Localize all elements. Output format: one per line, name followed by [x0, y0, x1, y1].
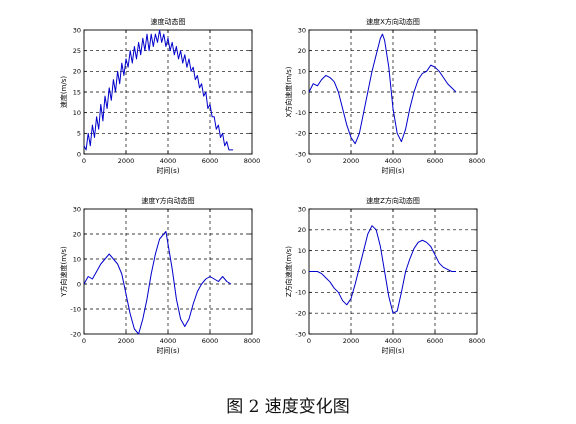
tick-label-y: -10	[295, 109, 306, 117]
tick-label-y: 30	[298, 205, 306, 213]
series-line	[83, 231, 232, 335]
chart-speed-z: 0 2000 4000 6000 8000 -30 -20 -10 0 10 20 30 速度Z方向动态…	[284, 196, 485, 355]
chart-speed-y: 0 2000 4000 6000 8000 -20 -10 0 10 20 30 速度Y方向动态图时间…	[59, 196, 260, 355]
tick-label-y: -30	[295, 150, 306, 158]
tick-label-x: 4000	[160, 337, 177, 345]
tick-label-x: 4000	[385, 337, 402, 345]
tick-label-y: 20	[298, 226, 306, 234]
tick-label-y: 10	[298, 68, 306, 76]
tick-label-y: -20	[295, 130, 306, 138]
tick-label-y: 5	[77, 130, 81, 138]
x-axis-label: 时间(s)	[156, 346, 179, 355]
tick-label-y: 20	[73, 68, 81, 76]
y-axis-label: Z方向速度(m/s)	[284, 246, 293, 297]
tick-label-x: 8000	[469, 157, 486, 165]
tick-label-x: 4000	[160, 157, 177, 165]
tick-label-y: 10	[73, 255, 81, 263]
tick-label-y: 0	[302, 88, 306, 96]
tick-label-y: 10	[73, 109, 81, 117]
tick-label-y: 30	[73, 26, 81, 34]
tick-label-y: 10	[298, 247, 306, 255]
x-axis-label: 时间(s)	[381, 346, 404, 355]
chart-title: 速度Z方向动态图	[366, 196, 420, 205]
tick-label-y: 20	[73, 230, 81, 238]
tick-label-y: -20	[70, 330, 81, 338]
tick-label-x: 0	[307, 337, 311, 345]
y-axis-label: 速度(m/s)	[59, 76, 68, 109]
tick-label-y: 0	[77, 280, 81, 288]
y-axis-label: Y方向速度(m/s)	[59, 246, 68, 298]
tick-label-y: 15	[73, 88, 81, 96]
tick-label-y: 30	[73, 205, 81, 213]
tick-label-y: -20	[295, 309, 306, 317]
tick-label-y: 25	[73, 47, 81, 55]
y-axis-label: X方向速度(m/s)	[284, 66, 293, 117]
tick-label-x: 2000	[343, 337, 360, 345]
figure-caption: 图 2 速度变化图	[226, 397, 350, 417]
chart-speed-x: 0 2000 4000 6000 8000 -30 -20 -10 0 10 20 30 速度X方向动态…	[284, 17, 485, 175]
tick-label-y: 0	[302, 268, 306, 276]
tick-label-y: -10	[295, 289, 306, 297]
tick-label-x: 8000	[244, 157, 261, 165]
tick-label-y: 30	[298, 26, 306, 34]
tick-label-x: 0	[82, 337, 86, 345]
tick-label-x: 4000	[385, 157, 402, 165]
tick-label-y: -10	[70, 305, 81, 313]
tick-label-y: -30	[295, 330, 306, 338]
tick-label-x: 2000	[343, 157, 360, 165]
tick-label-y: 0	[77, 150, 81, 158]
tick-label-x: 6000	[427, 337, 444, 345]
tick-label-x: 2000	[118, 337, 135, 345]
tick-label-x: 6000	[202, 337, 219, 345]
tick-label-x: 0	[82, 157, 86, 165]
series-line	[83, 29, 234, 151]
tick-label-x: 8000	[469, 337, 486, 345]
x-axis-label: 时间(s)	[381, 166, 404, 175]
tick-label-x: 0	[307, 157, 311, 165]
tick-label-y: 20	[298, 47, 306, 55]
chart-title: 速度Y方向动态图	[141, 196, 194, 205]
tick-label-x: 8000	[244, 337, 261, 345]
tick-label-x: 2000	[118, 157, 135, 165]
chart-title: 速度动态图	[151, 17, 186, 26]
series-line	[308, 33, 457, 145]
series-line	[309, 225, 456, 314]
tick-label-x: 6000	[202, 157, 219, 165]
tick-label-x: 6000	[427, 157, 444, 165]
x-axis-label: 时间(s)	[156, 166, 179, 175]
chart-title: 速度X方向动态图	[366, 17, 420, 26]
